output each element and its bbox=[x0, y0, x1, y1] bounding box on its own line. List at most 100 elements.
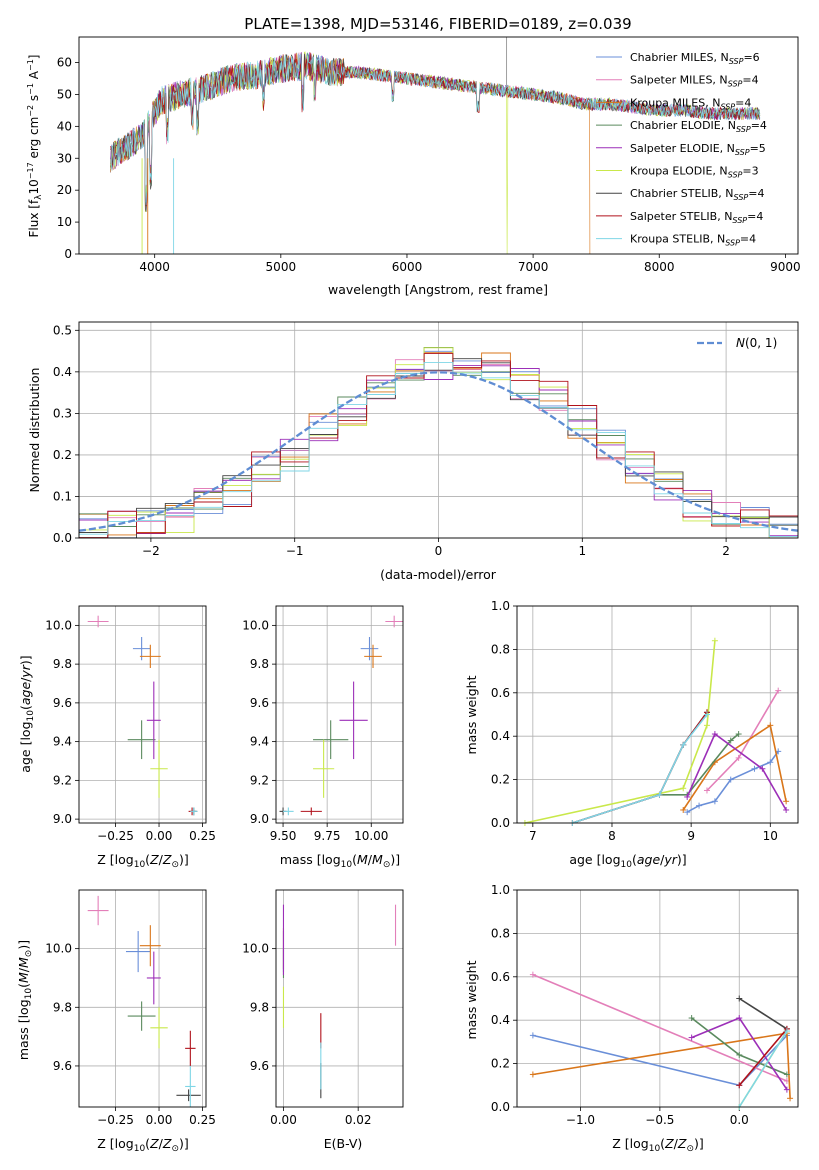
y-tick-label: 9.8 bbox=[53, 657, 72, 671]
y-tick-label: 0.0 bbox=[53, 531, 72, 545]
y-tick-label: 0.8 bbox=[491, 642, 510, 656]
y-tick-label: 0.3 bbox=[53, 406, 72, 420]
mass-weight-line bbox=[738, 997, 788, 1030]
legend-value: =4 bbox=[751, 119, 767, 132]
axes-frame bbox=[78, 321, 799, 539]
legend-value: =4 bbox=[748, 187, 764, 200]
x-tick-label: 4000 bbox=[139, 260, 170, 274]
y-tick-label: 0.4 bbox=[491, 729, 510, 743]
legend-label: Kroupa ELODIE, NSSP=3 bbox=[630, 165, 759, 180]
x-tick-label: 1 bbox=[578, 544, 586, 558]
legend-label-rest: (0, 1) bbox=[745, 336, 777, 350]
x-tick-label: −0.25 bbox=[97, 1113, 134, 1127]
legend-label: Salpeter ELODIE, NSSP=5 bbox=[630, 142, 766, 157]
axes-frame bbox=[78, 889, 207, 1108]
x-tick-label: 9.50 bbox=[270, 829, 297, 843]
y-tick-label: 9.4 bbox=[250, 735, 269, 749]
y-tick-label: 0.6 bbox=[491, 686, 510, 700]
mass-weight-line bbox=[738, 1030, 788, 1108]
axes-frame bbox=[78, 36, 799, 255]
age-z-ylabel: age [log10(age/yr)] bbox=[18, 655, 36, 772]
x-tick-label: −2 bbox=[142, 544, 160, 558]
axes-frame bbox=[78, 605, 207, 824]
y-tick-label: 1.0 bbox=[491, 599, 510, 613]
y-tick-label: 0.2 bbox=[491, 1057, 510, 1071]
x-tick-label: 8000 bbox=[644, 260, 675, 274]
mass-z-ylabel: mass [log10(M/M⊙)] bbox=[16, 940, 34, 1060]
y-tick-label: 9.0 bbox=[250, 812, 269, 826]
y-tick-label: 0.6 bbox=[491, 970, 510, 984]
mass-weight-vs-z-plot: −1.0 −0.5 0.0 0.0 0.2 0.4 0.6 0.8 1.0 bbox=[491, 883, 799, 1127]
x-tick-label: 6000 bbox=[392, 260, 423, 274]
mass-weight-vs-age-plot: 7 8 9 10 0.0 0.2 0.4 0.6 0.8 1.0 bbox=[491, 599, 799, 843]
x-tick-label: −1.0 bbox=[566, 1113, 595, 1127]
legend-subscript: SSP bbox=[729, 57, 744, 66]
spectrum-plot: 4000 5000 6000 7000 8000 9000 0 10 20 30 40 50 60 Cha… bbox=[57, 36, 801, 274]
y-tick-label: 9.8 bbox=[53, 1000, 72, 1014]
legend-value: =4 bbox=[742, 74, 758, 87]
y-tick-label: 30 bbox=[57, 151, 72, 165]
x-tick-label: 0.02 bbox=[345, 1113, 372, 1127]
x-tick-label: 0.00 bbox=[146, 1113, 173, 1127]
legend-label: N(0, 1) bbox=[736, 336, 777, 350]
x-tick-label: −0.5 bbox=[645, 1113, 674, 1127]
residuals-xlabel: (data-model)/error bbox=[380, 567, 497, 582]
legend-label: Chabrier STELIB, NSSP=4 bbox=[630, 187, 764, 202]
y-tick-label: 0.4 bbox=[491, 1013, 510, 1027]
x-tick-label: 0.25 bbox=[189, 829, 216, 843]
age-vs-z-plot: −0.25 0.00 0.25 9.0 9.2 9.4 9.6 9.8 10.0 bbox=[45, 605, 216, 843]
y-tick-label: 10.0 bbox=[45, 942, 72, 956]
y-tick-label: 10.0 bbox=[45, 618, 72, 632]
mass-vs-z-plot: −0.25 0.00 0.25 9.6 9.8 10.0 bbox=[45, 889, 216, 1127]
legend-subscript: SSP bbox=[736, 125, 751, 134]
legend-label: Chabrier MILES, NSSP=6 bbox=[630, 51, 760, 66]
histogram-steps bbox=[79, 347, 798, 538]
spectrum-series-line bbox=[110, 53, 761, 206]
axes-frame bbox=[516, 605, 799, 824]
y-tick-label: 0.0 bbox=[491, 816, 510, 830]
y-tick-label: 0.1 bbox=[53, 489, 72, 503]
age-z-xlabel: Z [log10(Z/Z⊙)] bbox=[97, 852, 189, 870]
age-mass-xlabel: mass [log10(M/M⊙)] bbox=[280, 852, 400, 870]
y-tick-label: 0.2 bbox=[491, 773, 510, 787]
spectrum-ylabel: Flux [fλ10−17 erg cm−2 s−1 A−1] bbox=[26, 55, 44, 238]
y-tick-label: 9.8 bbox=[250, 1000, 269, 1014]
legend-label: Salpeter MILES, NSSP=4 bbox=[630, 74, 759, 89]
residuals-plot: −2 −1 0 1 2 0.0 0.1 0.2 0.3 0.4 0.5 N(0, 1) bbox=[53, 321, 799, 558]
x-tick-label: 2 bbox=[722, 544, 730, 558]
x-tick-label: 10.00 bbox=[354, 829, 388, 843]
y-tick-label: 9.6 bbox=[53, 696, 72, 710]
legend-value: =5 bbox=[750, 142, 766, 155]
legend-label: Salpeter STELIB, NSSP=4 bbox=[630, 210, 763, 225]
legend-subscript: SSP bbox=[734, 193, 749, 202]
y-tick-label: 9.6 bbox=[53, 1059, 72, 1073]
y-tick-label: 1.0 bbox=[491, 883, 510, 897]
x-tick-label: 0.00 bbox=[146, 829, 173, 843]
mass-weight-line bbox=[659, 733, 740, 796]
legend-label: Kroupa STELIB, NSSP=4 bbox=[630, 233, 756, 248]
y-tick-label: 60 bbox=[57, 56, 72, 70]
mass-weight-line bbox=[524, 640, 716, 824]
legend-value: =4 bbox=[747, 210, 763, 223]
y-tick-label: 10 bbox=[57, 215, 72, 229]
mass-weight-line bbox=[682, 724, 787, 811]
y-tick-label: 9.8 bbox=[250, 657, 269, 671]
x-tick-label: 0.0 bbox=[730, 1113, 749, 1127]
histogram-steps bbox=[79, 359, 798, 538]
x-tick-label: 10 bbox=[763, 829, 778, 843]
y-tick-label: 9.6 bbox=[250, 696, 269, 710]
x-tick-label: −1 bbox=[286, 544, 304, 558]
legend-value: =4 bbox=[740, 233, 756, 246]
y-tick-label: 0.8 bbox=[491, 926, 510, 940]
legend-subscript: SSP bbox=[720, 102, 735, 111]
mw-age-xlabel: age [log10(age/yr)] bbox=[569, 852, 686, 870]
x-tick-label: 9000 bbox=[770, 260, 801, 274]
x-tick-label: 0.25 bbox=[189, 1113, 216, 1127]
mw-z-xlabel: Z [log10(Z/Z⊙)] bbox=[612, 1136, 704, 1154]
x-tick-label: 0.00 bbox=[270, 1113, 297, 1127]
legend-subscript: SSP bbox=[728, 80, 743, 89]
y-tick-label: 10.0 bbox=[242, 942, 269, 956]
mw-z-ylabel: mass weight bbox=[464, 960, 479, 1039]
mw-age-ylabel: mass weight bbox=[464, 675, 479, 754]
